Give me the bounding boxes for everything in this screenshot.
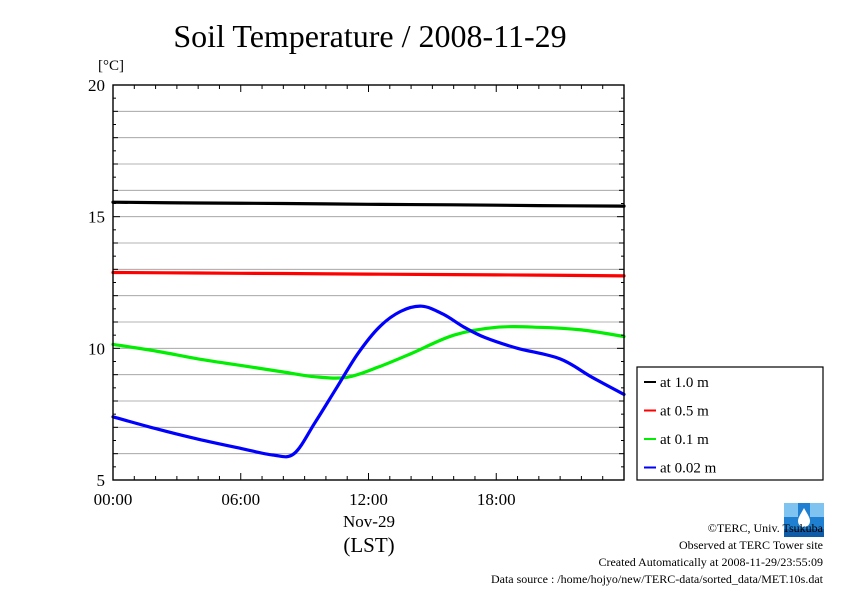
terc-logo bbox=[784, 503, 824, 537]
series-line-at-1-0-m bbox=[111, 200, 626, 208]
x-axis-label: (LST) bbox=[343, 533, 394, 557]
y-tick-label: 10 bbox=[88, 339, 105, 358]
axis-ticks: 5 10 15 20 00:00 06:00 12:00 18:00 bbox=[88, 76, 625, 509]
series-line-at-0-1-m bbox=[111, 324, 626, 380]
series-lines bbox=[111, 200, 626, 459]
legend-label-at-0-1-m: at 0.1 m bbox=[660, 432, 709, 448]
legend-label-at-0-5-m: at 0.5 m bbox=[660, 404, 709, 420]
x-tick-label: 00:00 bbox=[94, 490, 133, 509]
legend-box bbox=[636, 366, 824, 481]
grid-lines bbox=[113, 110, 624, 455]
series-line-at-0-02-m bbox=[111, 304, 626, 459]
copyright-text: ©TERC, Univ. Tsukuba bbox=[707, 521, 823, 535]
x-tick-label: 18:00 bbox=[477, 490, 516, 509]
plot-frame bbox=[112, 84, 625, 481]
y-tick-label: 15 bbox=[88, 208, 105, 227]
x-axis-date-label: Nov-29 bbox=[343, 512, 395, 531]
y-axis-unit-label: [°C] bbox=[98, 58, 124, 74]
y-tick-label: 5 bbox=[97, 471, 106, 490]
legend-label-at-1-0-m: at 1.0 m bbox=[660, 375, 709, 391]
chart-title: Soil Temperature / 2008-11-29 bbox=[173, 18, 566, 54]
series-line-at-0-5-m bbox=[111, 270, 626, 278]
observed-text: Observed at TERC Tower site bbox=[678, 538, 823, 552]
x-tick-label: 12:00 bbox=[349, 490, 388, 509]
y-tick-label: 20 bbox=[88, 76, 105, 95]
x-tick-label: 06:00 bbox=[221, 490, 260, 509]
legend-label-at-0-02-m: at 0.02 m bbox=[660, 461, 717, 477]
data-source-text: Data source : /home/hojyo/new/TERC-data/… bbox=[490, 572, 823, 586]
legend: at 1.0 m at 0.5 m at 0.1 m at 0.02 m bbox=[636, 366, 824, 481]
created-text: Created Automatically at 2008-11-29/23:5… bbox=[598, 555, 823, 569]
